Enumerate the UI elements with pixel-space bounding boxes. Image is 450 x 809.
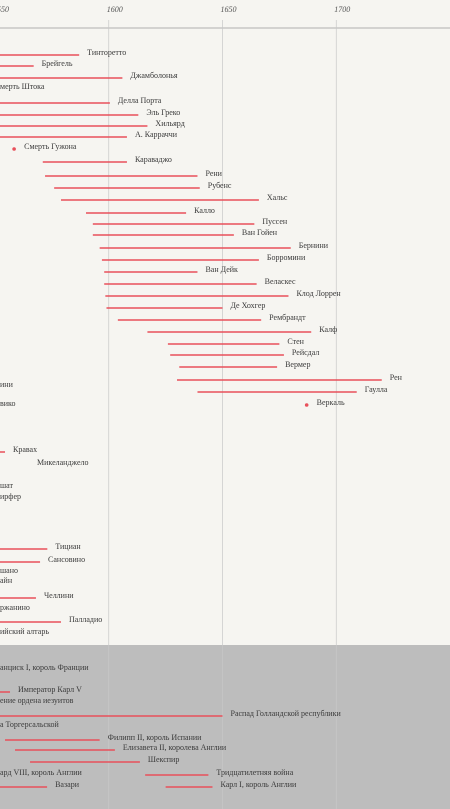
row-label: Хальс bbox=[267, 193, 288, 202]
row-label: Рейсдал bbox=[292, 348, 319, 357]
row-label: Кравах bbox=[13, 445, 37, 454]
row-label: Рени bbox=[205, 169, 222, 178]
row-label: ение ордена иезуитов bbox=[0, 696, 74, 705]
row-label: ирфер bbox=[0, 492, 21, 501]
row-label: ини bbox=[0, 380, 14, 389]
row-label: Де Хохгер bbox=[231, 301, 266, 310]
row-label: Делла Порта bbox=[118, 96, 162, 105]
row-label: ржанино bbox=[0, 603, 30, 612]
row-label: вико bbox=[0, 399, 16, 408]
row-label: Веласкес bbox=[265, 277, 296, 286]
row-label: Клод Лоррен bbox=[296, 289, 341, 298]
row-label: Рубенс bbox=[208, 181, 232, 190]
event-dot bbox=[304, 403, 309, 407]
row-label: Смерть Гужона bbox=[24, 142, 77, 151]
row-label: Гаулла bbox=[365, 385, 388, 394]
row-label: А. Карраччи bbox=[135, 130, 178, 139]
period-band bbox=[0, 645, 450, 809]
row-label: Карл I, король Англии bbox=[220, 780, 297, 789]
row-label: а Торгерсальской bbox=[0, 720, 60, 729]
row-label: айн bbox=[0, 576, 13, 585]
row-label: Веркаль bbox=[317, 398, 345, 407]
row-label: Филипп II, король Испании bbox=[108, 733, 203, 742]
row-label: Палладио bbox=[69, 615, 102, 624]
row-label: Пуссен bbox=[262, 217, 288, 226]
row-label: Император Карл V bbox=[18, 685, 82, 694]
x-tick-label: 1550 bbox=[0, 5, 9, 14]
row-label: Караваджо bbox=[135, 155, 172, 164]
row-label: Бернини bbox=[299, 241, 329, 250]
row-label: ийский алтарь bbox=[0, 627, 49, 636]
row-label: Челлини bbox=[44, 591, 74, 600]
row-label: Калло bbox=[194, 206, 215, 215]
row-label: Вазари bbox=[55, 780, 80, 789]
row-label: Вермер bbox=[285, 360, 310, 369]
row-label: Рен bbox=[390, 373, 403, 382]
row-label: Ван Гойен bbox=[242, 228, 278, 237]
row-label: шат bbox=[0, 481, 14, 490]
row-label: Калф bbox=[319, 325, 337, 334]
row-label: Сансовино bbox=[48, 555, 85, 564]
x-tick-label: 1650 bbox=[221, 5, 237, 14]
row-label: ард VIII, король Англии bbox=[0, 768, 83, 777]
row-label: Ван Дейк bbox=[205, 265, 238, 274]
row-label: Микеланджело bbox=[37, 458, 89, 467]
row-label: шано bbox=[0, 566, 18, 575]
row-label: Елизавета II, королева Англии bbox=[123, 743, 227, 752]
event-dot bbox=[12, 147, 16, 151]
row-label: Тициан bbox=[55, 542, 81, 551]
row-label: Эль Греко bbox=[146, 108, 180, 117]
row-label: Рембрандт bbox=[269, 313, 306, 322]
row-label: мерть Штока bbox=[0, 82, 45, 91]
row-label: Брейгель bbox=[42, 59, 73, 68]
row-label: Стен bbox=[287, 337, 304, 346]
row-label: Джамболонья bbox=[130, 71, 177, 80]
row-label: Шекспир bbox=[148, 755, 179, 764]
x-tick-label: 1600 bbox=[107, 5, 123, 14]
row-label: Распад Голландской республики bbox=[231, 709, 342, 718]
row-label: Тридцатилетняя война bbox=[216, 768, 293, 777]
x-tick-label: 1700 bbox=[334, 5, 350, 14]
row-label: Борромини bbox=[267, 253, 306, 262]
row-label: анциск I, король Франции bbox=[0, 663, 89, 672]
row-label: Тинторетто bbox=[87, 48, 126, 57]
row-label: Хильярд bbox=[155, 119, 184, 128]
